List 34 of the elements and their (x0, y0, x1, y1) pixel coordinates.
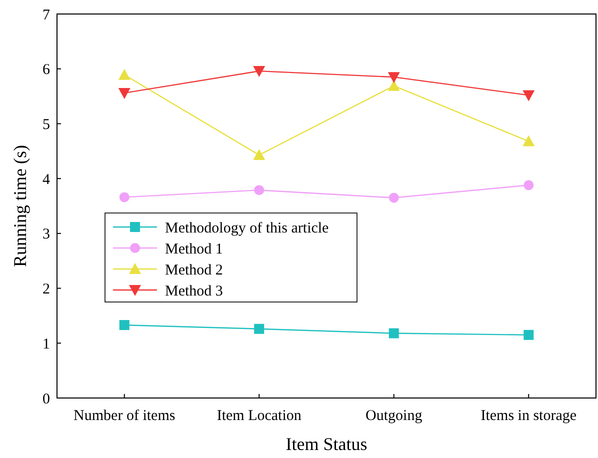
legend-label: Method 1 (165, 241, 223, 258)
point (388, 192, 399, 203)
point (254, 324, 264, 334)
x-tick-label: Item Location (216, 408, 302, 424)
point (388, 72, 400, 84)
point (253, 66, 266, 78)
point (254, 185, 264, 196)
x-tick-label: Number of items (74, 408, 176, 424)
x-axis-title: Item Status (286, 434, 368, 454)
point (524, 180, 534, 190)
y-tick-label: 0 (42, 391, 50, 408)
point (119, 320, 130, 330)
y-axis-title: Running time (s) (10, 145, 30, 267)
y-tick-label: 5 (42, 116, 50, 133)
y-tick-label: 4 (42, 172, 50, 188)
point (118, 88, 130, 99)
point (388, 80, 400, 91)
point (388, 328, 399, 338)
point (522, 90, 535, 102)
point (524, 330, 534, 340)
point (118, 68, 130, 80)
x-tick-label: Items in storage (480, 408, 577, 424)
point (119, 192, 130, 202)
y-tick-label: 1 (42, 336, 50, 352)
y-tick-label: 2 (42, 282, 50, 298)
y-tick-label: 6 (42, 62, 50, 78)
legend-label: Method 3 (165, 283, 223, 300)
x-tick-label: Outgoing (366, 408, 423, 424)
legend-label: Method 2 (165, 262, 223, 278)
point (522, 135, 535, 146)
y-tick-label: 7 (42, 7, 50, 24)
y-tick-label: 3 (42, 226, 50, 243)
point (253, 148, 266, 160)
legend-label: Methodology of this article (165, 220, 330, 236)
